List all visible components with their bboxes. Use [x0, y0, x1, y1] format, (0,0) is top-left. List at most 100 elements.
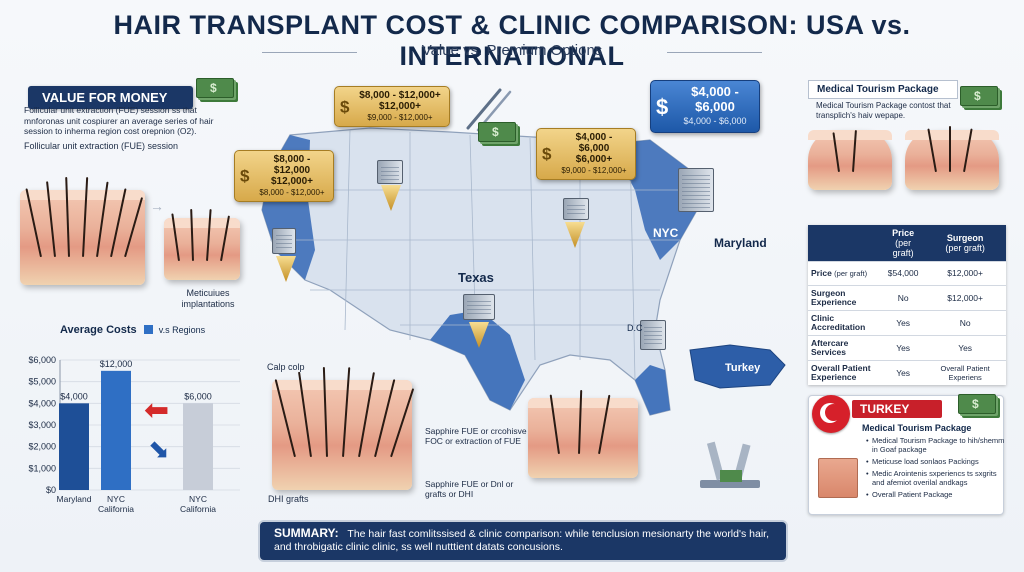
y-tick-label: $6,000: [28, 355, 56, 365]
tourism-description: Medical Tourism Package contost that tra…: [816, 101, 951, 120]
bar: [183, 403, 213, 490]
implant-illustration: [164, 209, 240, 280]
bar: [101, 370, 131, 490]
skin-cross-section-illustration: [20, 176, 145, 285]
usa-map: [261, 127, 786, 416]
dollar-icon: $: [542, 144, 552, 164]
y-tick-label: $0: [46, 485, 56, 495]
row-label: Overall Patient Experience: [808, 360, 882, 385]
tourism-package-ribbon: Medical Tourism Package: [808, 80, 958, 99]
building-icon: [463, 294, 495, 320]
table-header-cell: [808, 225, 882, 262]
turkey-subtitle: Medical Tourism Package: [862, 423, 972, 433]
turkey-ribbon: TURKEY: [852, 400, 942, 418]
x-tick-label: NYC: [189, 494, 207, 504]
sapphire-note-1: Sapphire FUE or crcohisve FOC or extract…: [425, 426, 527, 446]
implant-label: Meticuiues implantations: [181, 288, 235, 309]
turkey-list: Medical Tourism Package to hih/shemm in …: [866, 436, 1006, 502]
value-for-money-ribbon: VALUE FOR MONEY: [28, 86, 193, 109]
table-row: Clinic Accreditation Yes No: [808, 310, 1006, 336]
list-item: Meticuse load sonlaos Packings: [866, 457, 1006, 466]
comparison-table: Price (per graft) Surgeon (per graft) Pric…: [808, 225, 1006, 385]
map-label-turkey: Turkey: [725, 362, 761, 374]
list-item: Medical Tourism Package to hih/shemm in …: [866, 436, 1006, 454]
calp-label: Calp colp: [267, 362, 305, 372]
map-label-dc: D.C: [627, 323, 643, 333]
table-cell: No: [882, 285, 925, 311]
turkey-flag-icon: [812, 395, 850, 433]
dollar-icon: $: [656, 94, 669, 119]
table-cell: Yes: [882, 310, 925, 336]
table-header-cell: Price (per graft): [882, 225, 925, 262]
cash-icon: [958, 394, 996, 414]
y-tick-label: $2,000: [28, 442, 56, 452]
table-header-cell: Surgeon (per graft): [924, 225, 1006, 262]
building-icon: [377, 160, 403, 184]
dollar-icon: $: [340, 97, 350, 116]
table-row: Aftercare Services Yes Yes: [808, 335, 1006, 361]
cash-icon: [478, 122, 516, 142]
turkey-landmass: [689, 344, 786, 389]
page-title: HAIR TRANSPLANT COST & CLINIC COMPARISON…: [113, 10, 911, 71]
price-tag-central: $ $8,000 - $12,000+ $12,000+ $9,000 - $1…: [334, 86, 450, 127]
y-tick-label: $3,000: [28, 420, 56, 430]
row-label: Surgeon Experience: [808, 285, 882, 311]
price-tag-west: $ $8,000 - $12,000 $12,000+ $8,000 - $12…: [234, 150, 334, 202]
data-label: $12,000: [100, 359, 133, 369]
follicle-illustration: [528, 390, 638, 478]
value-description: Follicular unit extraction (FUE) session…: [24, 105, 214, 136]
y-tick-label: $4,000: [28, 398, 56, 408]
table-cell: Overall Patient Experiens: [924, 360, 1006, 385]
price-tag-line: $8,000 - $12,000: [273, 154, 311, 176]
table-cell: No: [924, 310, 1006, 336]
table-cell: $12,000+: [924, 285, 1006, 311]
scalp-illustration: [905, 126, 999, 190]
box-icon: [818, 458, 858, 498]
row-label: Aftercare Services: [808, 335, 882, 361]
graft-illustration: [272, 367, 415, 490]
row-label: Clinic Accreditation: [808, 310, 882, 336]
page-subtitle: Value vs. Premium Options: [421, 42, 603, 59]
florida-region: [635, 365, 670, 415]
y-tick-label: $5,000: [28, 377, 56, 387]
table-row: Surgeon Experience No $12,000+: [808, 285, 1006, 311]
arrow-icon: ⬅: [144, 393, 169, 428]
chart-title-text: Average Costs: [60, 324, 137, 336]
price-tag-east: $ $4,000 - $6,000 $6,000+ $9,000 - $12,0…: [536, 128, 636, 180]
microscope-icon: [700, 441, 760, 488]
y-tick-label: $1,000: [28, 463, 56, 473]
legend-swatch: [143, 325, 153, 334]
price-tag-line: $6,000+: [575, 154, 613, 165]
table-cell: Yes: [882, 360, 925, 385]
cash-icon: [960, 86, 998, 106]
price-tag-line: $8,000 - $12,000+: [359, 90, 441, 101]
x-tick-label: Maryland: [57, 494, 92, 504]
data-label: $6,000: [184, 391, 212, 401]
bar: [59, 403, 89, 490]
dhi-label: DHI grafts: [268, 494, 309, 504]
fue-note: Follicular unit extraction (FUE) session: [24, 141, 179, 151]
list-item: Medic Arointenis sxperiencs ts sxgrits a…: [866, 469, 1006, 487]
scalp-illustration: [808, 130, 892, 190]
building-icon: [563, 198, 589, 220]
arrow-icon: →: [150, 198, 164, 214]
summary-box: SUMMARY: The hair fast comlitssised & cl…: [258, 520, 788, 562]
price-tag-northeast: $ $4,000 - $6,000 $4,000 - $6,000: [650, 80, 760, 133]
price-tag-line: $4,000 -: [691, 84, 739, 99]
legend-text: v.s Regions: [158, 325, 206, 335]
x-tick-label: California: [180, 504, 216, 514]
table-cell: $12,000+: [924, 261, 1006, 286]
price-tag-line: $12,000+: [271, 176, 313, 187]
row-label: Price (per graft): [808, 261, 882, 286]
dollar-icon: $: [240, 166, 250, 186]
building-icon: [640, 320, 666, 350]
price-tag-line: $6,000: [695, 99, 735, 114]
table-cell: Yes: [882, 335, 925, 361]
price-tag-line: $4,000 - $6,000: [575, 132, 613, 154]
price-tag-line: $9,000 - $12,000+: [561, 166, 627, 175]
table-row: Overall Patient Experience Yes Overall P…: [808, 360, 1006, 385]
table-header-row: Price (per graft) Surgeon (per graft): [808, 225, 1006, 262]
x-tick-label: NYC: [107, 494, 125, 504]
bar-chart: $6,000 $5,000 $4,000 $3,000 $2,000 $1,000 $0 $4…: [28, 355, 240, 514]
building-icon: [678, 168, 714, 212]
